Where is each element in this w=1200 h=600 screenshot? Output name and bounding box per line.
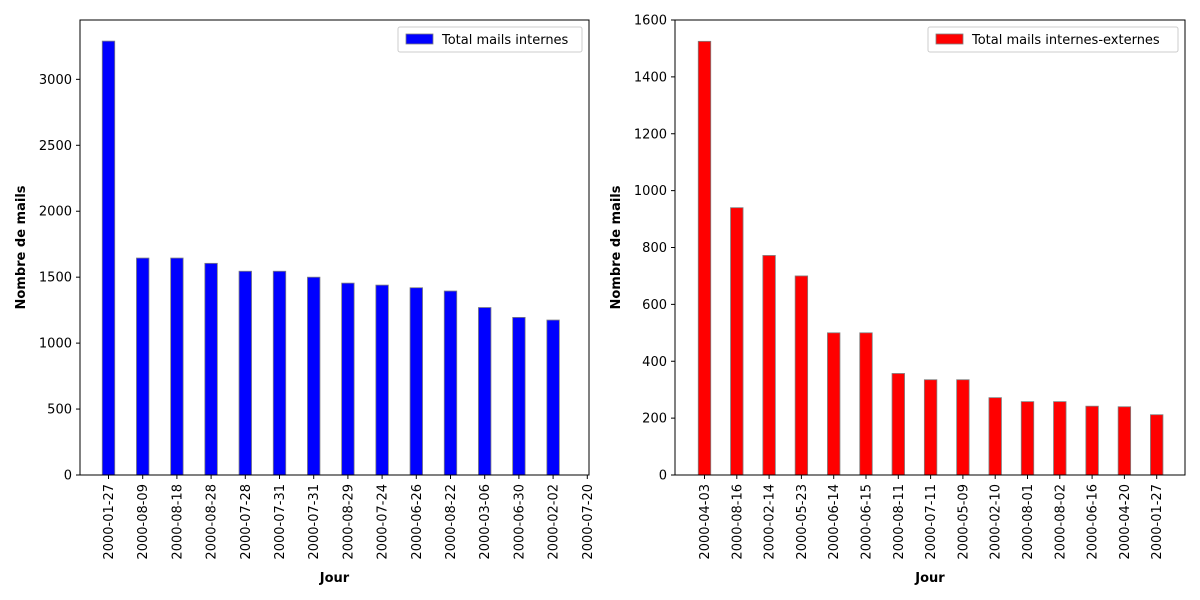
x-tick-label: 2000-04-03 — [698, 484, 713, 560]
x-tick-label: 2000-05-09 — [956, 484, 971, 560]
bar — [272, 270, 287, 476]
bar — [923, 379, 938, 476]
x-tick-label: 2000-02-10 — [989, 484, 1004, 560]
y-axis-label: Nombre de mails — [609, 185, 624, 309]
x-tick-label: 2000-08-16 — [730, 484, 745, 560]
legend-label: Total mails internes-externes — [971, 33, 1160, 48]
x-tick-label: 2000-08-18 — [170, 484, 185, 560]
y-tick-label: 0 — [659, 469, 667, 484]
bar — [1150, 414, 1164, 476]
y-tick-label: 1200 — [634, 127, 667, 142]
x-tick-label: 2000-08-02 — [1053, 484, 1068, 560]
x-tick-label: 2000-07-31 — [273, 484, 288, 560]
bar — [204, 262, 218, 476]
y-tick-label: 1400 — [634, 70, 667, 85]
bar — [827, 332, 841, 476]
legend-label: Total mails internes — [441, 33, 569, 48]
bar — [697, 40, 712, 476]
legend-box — [397, 26, 583, 53]
bar — [409, 287, 423, 476]
x-tick-label: 2000-06-14 — [827, 484, 842, 560]
x-tick-label: 2000-01-27 — [1150, 484, 1165, 560]
legend: Total mails internes-externes — [927, 26, 1179, 53]
y-tick-label: 400 — [642, 355, 667, 370]
bar — [512, 316, 526, 476]
y-tick-label: 1000 — [39, 337, 72, 352]
y-tick-label: 0 — [64, 469, 72, 484]
legend-swatch — [935, 33, 964, 45]
y-tick-label: 200 — [642, 412, 667, 427]
x-tick-label: 2000-03-06 — [478, 484, 493, 560]
bar — [478, 307, 492, 476]
bar — [730, 207, 744, 476]
bar — [375, 284, 389, 476]
x-tick-label: 2000-06-30 — [512, 484, 527, 560]
bar — [794, 275, 809, 476]
x-tick-label: 2000-06-26 — [410, 484, 425, 560]
x-tick-label: 2000-07-20 — [581, 484, 596, 560]
legend-box — [927, 26, 1179, 53]
bar — [956, 379, 970, 476]
x-tick-label: 2000-07-28 — [239, 484, 254, 560]
bar — [762, 255, 776, 476]
x-tick-label: 2000-06-16 — [1086, 484, 1101, 560]
bar — [443, 290, 458, 476]
plot-frame — [79, 19, 590, 476]
x-tick-label: 2000-06-15 — [860, 484, 875, 560]
bar — [101, 40, 116, 476]
y-tick-label: 600 — [642, 298, 667, 313]
bar — [341, 282, 355, 476]
y-tick-label: 1500 — [39, 271, 72, 286]
y-axis-label: Nombre de mails — [14, 185, 29, 309]
y-tick-label: 2500 — [39, 139, 72, 154]
x-tick-label: 2000-02-14 — [763, 484, 778, 560]
x-tick-label: 2000-01-27 — [102, 484, 117, 560]
bar — [891, 373, 905, 476]
bar — [859, 332, 873, 476]
x-tick-label: 2000-08-28 — [205, 484, 220, 560]
x-axis-label: Jour — [319, 571, 350, 586]
x-tick-label: 2000-07-24 — [376, 484, 391, 560]
bar — [988, 397, 1002, 476]
x-tick-label: 2000-08-01 — [1021, 484, 1036, 560]
bar — [1020, 401, 1035, 476]
x-tick-label: 2000-05-23 — [795, 484, 810, 560]
x-tick-label: 2000-07-11 — [924, 484, 939, 560]
bar — [1053, 401, 1067, 476]
bar — [307, 276, 321, 476]
legend: Total mails internes — [397, 26, 583, 53]
y-tick-label: 1000 — [634, 184, 667, 199]
x-tick-label: 2000-08-11 — [892, 484, 907, 560]
y-tick-label: 2000 — [39, 205, 72, 220]
x-tick-label: 2000-08-22 — [444, 484, 459, 560]
bar — [546, 319, 560, 476]
bar — [1117, 406, 1132, 476]
bar — [1085, 405, 1099, 476]
x-tick-label: 2000-02-02 — [547, 484, 562, 560]
chart-internal-mails: 0 500 1000 1500 2000 2500 3000 2000-01-27 2000-0… — [14, 19, 596, 586]
legend-swatch — [405, 33, 434, 45]
y-tick-label: 800 — [642, 241, 667, 256]
x-axis-label: Jour — [914, 571, 945, 586]
x-tick-label: 2000-08-09 — [136, 484, 151, 560]
x-tick-label: 2000-07-31 — [307, 484, 322, 560]
bar — [136, 257, 150, 476]
y-tick-label: 3000 — [39, 73, 72, 88]
x-tick-label: 2000-08-29 — [341, 484, 356, 560]
y-tick-label: 500 — [47, 403, 72, 418]
x-tick-label: 2000-04-20 — [1118, 484, 1133, 560]
bar — [238, 270, 252, 476]
bar — [170, 257, 184, 476]
chart-internal-external-mails: 0 200 400 600 800 1000 1200 1400 1600 2000-04-03 2… — [609, 14, 1186, 586]
y-tick-label: 1600 — [634, 14, 667, 29]
